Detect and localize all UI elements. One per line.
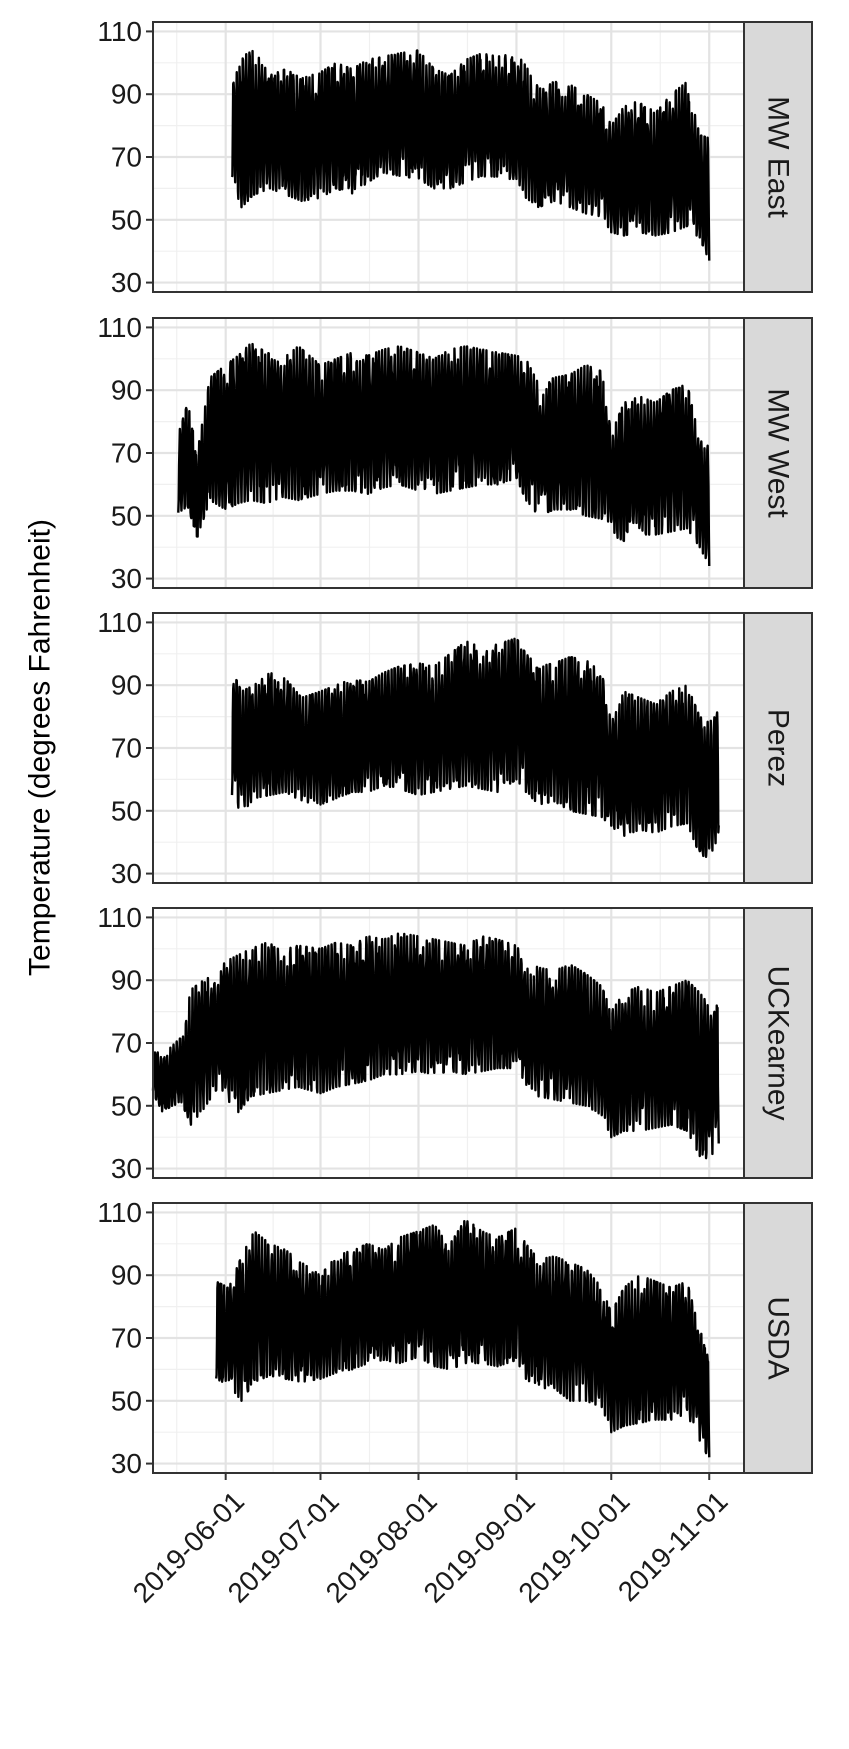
facet-panel: UCKearney 30 50 70 90 110 — [97, 902, 813, 1184]
y-tick-label: 70 — [111, 1323, 142, 1354]
y-tick-label: 30 — [111, 1448, 142, 1479]
y-tick-label: 90 — [111, 79, 142, 110]
facet-strip — [743, 317, 813, 589]
y-tick-label: 30 — [111, 267, 142, 298]
y-tick-label: 70 — [111, 733, 142, 764]
facet-strip — [743, 612, 813, 884]
y-tick-label: 30 — [111, 563, 142, 594]
facet-strip — [743, 21, 813, 293]
y-tick-label: 50 — [111, 500, 142, 531]
y-tick-label: 70 — [111, 142, 142, 173]
y-tick-label: 90 — [111, 965, 142, 996]
facet-strip — [743, 1202, 813, 1474]
facet-strip-label: MW West — [762, 388, 795, 518]
y-tick-label: 50 — [111, 1090, 142, 1121]
y-tick-label: 110 — [97, 902, 142, 933]
facet-panel: Perez 30 50 70 90 110 — [97, 607, 813, 889]
y-tick-label: 50 — [111, 1385, 142, 1416]
y-tick-label: 50 — [111, 204, 142, 235]
series-line — [177, 342, 711, 567]
y-tick-label: 110 — [97, 312, 142, 343]
y-tick-label: 50 — [111, 795, 142, 826]
y-axis-title: Temperature (degrees Fahrenheit) — [24, 519, 57, 976]
y-tick-label: 70 — [111, 438, 142, 469]
y-tick-label: 30 — [111, 858, 142, 889]
y-tick-label: 90 — [111, 1260, 142, 1291]
facet-panel: MW West 30 50 70 90 110 — [97, 312, 813, 594]
facet-panel: MW East 30 50 70 90 110 — [97, 16, 813, 298]
facet-panel: USDA 30 50 70 90 110 — [97, 1197, 813, 1479]
series-line — [230, 49, 711, 261]
y-tick-label: 90 — [111, 670, 142, 701]
facet-strip-label: MW East — [762, 96, 795, 218]
y-tick-label: 110 — [97, 607, 142, 638]
y-tick-label: 30 — [111, 1153, 142, 1184]
facet-strip-label: Perez — [762, 709, 795, 787]
y-tick-label: 90 — [111, 375, 142, 406]
y-tick-label: 110 — [97, 1197, 142, 1228]
series-line — [151, 932, 720, 1160]
facet-strip-label: UCKearney — [762, 965, 795, 1120]
facet-strip — [743, 907, 813, 1179]
facet-strip-label: USDA — [762, 1296, 795, 1379]
y-tick-label: 70 — [111, 1028, 142, 1059]
y-tick-label: 110 — [97, 16, 142, 47]
series-line — [230, 637, 720, 859]
series-line — [215, 1220, 711, 1458]
